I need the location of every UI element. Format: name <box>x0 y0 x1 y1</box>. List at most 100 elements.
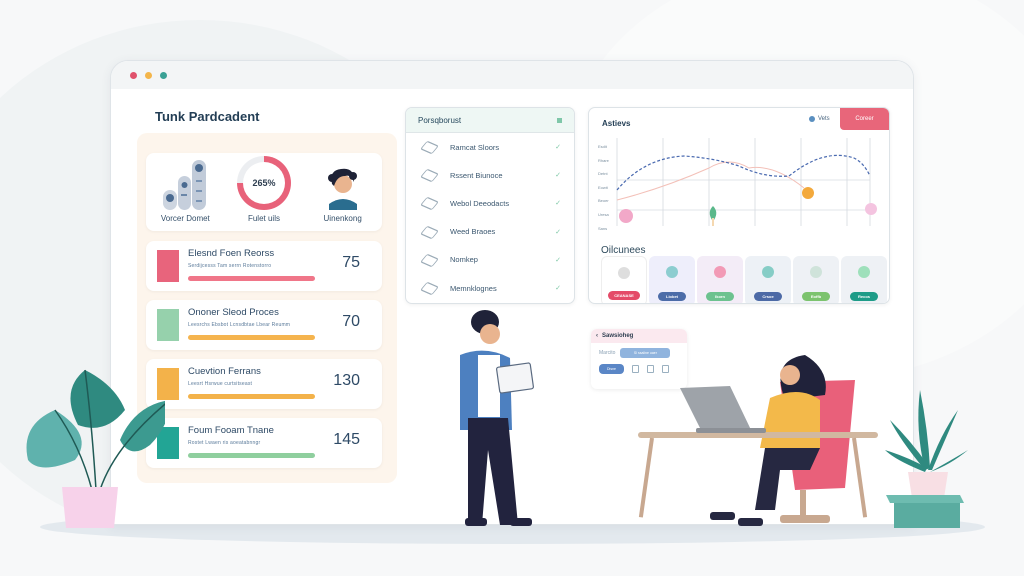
outcome-badge: Recos <box>850 292 878 301</box>
checklist-title: Porsqborust <box>418 115 462 125</box>
bookmark-icon[interactable] <box>632 365 639 373</box>
window-titlebar <box>111 61 913 89</box>
avatar <box>327 168 357 210</box>
metric-subtitle: Leesrt Hsrwue curtsitseast <box>188 381 253 387</box>
document-icon <box>422 227 438 237</box>
back-icon[interactable]: ‹ <box>596 333 598 339</box>
field-label: Marcito <box>599 350 616 356</box>
chart-title: Astievs <box>602 119 631 128</box>
list-item[interactable]: Weed Braoes ✓ <box>406 218 574 246</box>
metric-value: 75 <box>342 254 360 271</box>
line-chart <box>616 138 877 226</box>
done-button[interactable]: Disne <box>599 364 624 374</box>
chart-y-axis: Esdit Rhare Detnt Eowit Beoer Uresa Sans <box>598 144 609 232</box>
document-icon <box>422 170 438 180</box>
list-item[interactable]: Memnklognes ✓ <box>406 274 574 302</box>
field-input[interactable]: Sl ssaline uaer <box>620 348 671 358</box>
metric-swatch <box>157 427 179 459</box>
legend-label: Vets <box>818 116 830 122</box>
outcome-badge: Ikorn <box>706 292 734 301</box>
check-icon: ✓ <box>555 172 561 180</box>
outcome-card[interactable]: Eoffb <box>793 256 839 303</box>
metric-card[interactable]: Ononer Sleod Proces Leesrchs Ebsbot Lcns… <box>146 300 382 350</box>
page-title: Tunk Pardcadent <box>155 109 260 124</box>
app-window: Tunk Pardcadent Vorcer Domet <box>110 60 914 525</box>
list-item[interactable]: Nomkep ✓ <box>406 246 574 274</box>
metric-card[interactable]: Elesnd Foen Reorss Serdijcesss Tam serrn… <box>146 241 382 291</box>
metric-card[interactable]: Foum Fooam Tnane Rostet Lwaen ris aoeata… <box>146 418 382 468</box>
square-icon[interactable] <box>557 117 562 123</box>
metric-value: 145 <box>333 431 360 448</box>
metric-title: Cuevtion Ferrans <box>188 366 261 377</box>
metric-subtitle: Serdijcesss Tam serrn Rotenstorro <box>188 263 272 269</box>
donut-value: 265% <box>242 162 285 204</box>
user-icon <box>809 116 815 122</box>
settings-popup: ‹ Sawsioheg Marcito Sl ssaline uaer Disn… <box>591 329 687 389</box>
metric-title: Ononer Sleod Proces <box>188 307 279 318</box>
check-icon: ✓ <box>555 228 561 236</box>
list-item-label: Memnklognes <box>450 283 497 293</box>
image-icon[interactable] <box>662 365 669 373</box>
y-axis-label: Detnt <box>598 171 608 177</box>
metric-swatch <box>157 250 179 282</box>
metric-swatch <box>157 309 179 341</box>
person-standing-illustration <box>460 310 534 526</box>
outcome-badge: Liobet <box>658 292 686 301</box>
outcomes-row: CEANASE Liobet Ikorn Crsoe Eoffb Recos <box>601 256 887 303</box>
y-axis-label: Beoer <box>598 198 609 204</box>
outcome-card[interactable]: Crsoe <box>745 256 791 303</box>
document-icon <box>422 198 438 208</box>
metric-subtitle: Rostet Lwaen ris aoeatabnngr <box>188 440 261 446</box>
list-item-label: Webol Deeodacts <box>450 198 510 208</box>
close-window-button[interactable] <box>130 71 137 79</box>
chart-legend[interactable]: Vets <box>809 116 830 122</box>
y-axis-label: Esdit <box>598 144 607 149</box>
calendar-icon[interactable] <box>647 365 654 373</box>
metric-progress-bar <box>188 453 315 458</box>
checklist-header: Porsqborust <box>406 108 574 133</box>
boxed-plant-illustration <box>885 390 968 528</box>
outcomes-title: Oilcunees <box>601 245 646 256</box>
list-item[interactable]: Ramcat Sloors ✓ <box>406 133 574 161</box>
outcome-card[interactable]: Liobet <box>649 256 695 303</box>
metric-swatch <box>157 368 179 400</box>
metric-card[interactable]: Cuevtion Ferrans Leesrt Hsrwue curtsitse… <box>146 359 382 409</box>
list-item-label: Ramcat Sloors <box>450 142 500 152</box>
list-item-label: Nomkep <box>450 255 478 265</box>
outcome-card[interactable]: Recos <box>841 256 887 303</box>
outcome-icon <box>666 266 678 278</box>
metrics-panel: Vorcer Domet 265% Fulet uils Uinenkong <box>137 133 397 483</box>
minimize-window-button[interactable] <box>145 71 152 79</box>
outcome-card[interactable]: CEANASE <box>601 256 647 303</box>
metric-progress-bar <box>188 394 315 399</box>
outcome-icon <box>762 266 774 278</box>
cta-button[interactable]: Coreer <box>840 108 889 130</box>
summary-item[interactable]: Vorcer Domet <box>149 158 221 223</box>
summary-item[interactable]: Uinenkong <box>307 164 379 223</box>
metric-value: 130 <box>333 372 360 389</box>
check-icon: ✓ <box>555 256 561 264</box>
document-icon <box>422 283 438 293</box>
summary-label: Uinenkong <box>323 214 362 223</box>
plant-illustration <box>26 369 165 528</box>
summary-item[interactable]: 265% Fulet uils <box>228 156 300 223</box>
summary-label: Vorcer Domet <box>160 214 210 223</box>
popup-title: Sawsioheg <box>602 333 634 339</box>
outcome-badge: CEANASE <box>608 291 640 300</box>
outcome-icon <box>714 266 726 278</box>
list-item[interactable]: Webol Deeodacts ✓ <box>406 189 574 217</box>
outcome-icon <box>858 266 870 278</box>
check-icon: ✓ <box>555 144 561 152</box>
list-item[interactable]: Rssent Biunoce ✓ <box>406 161 574 189</box>
maximize-window-button[interactable] <box>160 71 167 79</box>
outcome-card[interactable]: Ikorn <box>697 256 743 303</box>
y-axis-label: Eowit <box>598 184 608 190</box>
check-icon: ✓ <box>555 285 561 293</box>
outcome-icon <box>810 266 822 278</box>
y-axis-label: Sans <box>598 225 608 231</box>
outcome-icon <box>618 267 630 279</box>
checklist-panel: Porsqborust Ramcat Sloors ✓ Rssent Biuno… <box>405 107 575 304</box>
activity-chart-panel: Astievs Vets Coreer Esdit Rhare Detnt Eo… <box>588 107 890 304</box>
metric-title: Foum Fooam Tnane <box>188 425 274 436</box>
y-axis-label: Rhare <box>598 157 609 163</box>
